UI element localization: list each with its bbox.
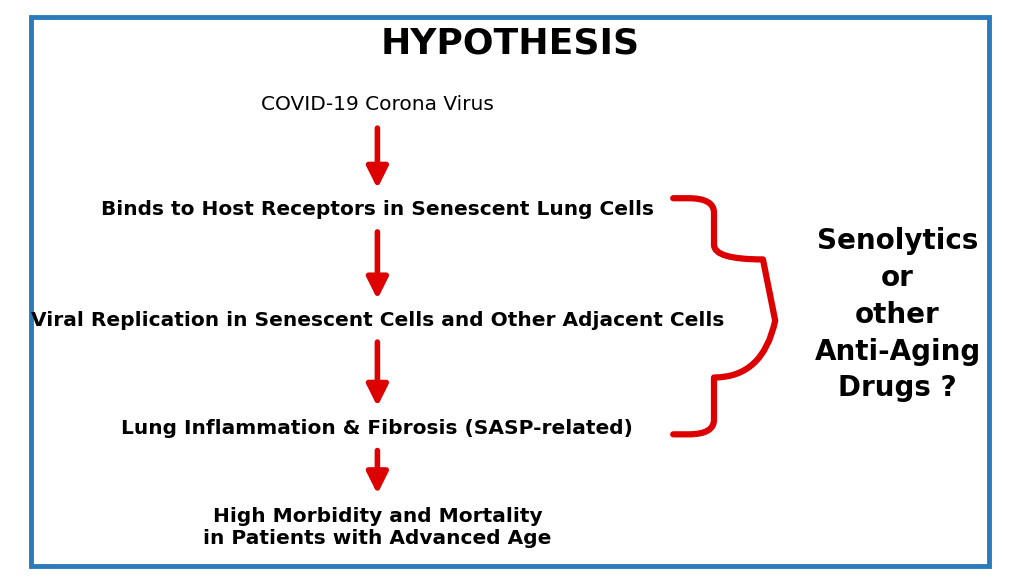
Text: Lung Inflammation & Fibrosis (SASP-related): Lung Inflammation & Fibrosis (SASP-relat…: [121, 419, 633, 438]
Text: Binds to Host Receptors in Senescent Lung Cells: Binds to Host Receptors in Senescent Lun…: [101, 201, 653, 219]
Text: Senolytics
or
other
Anti-Aging
Drugs ?: Senolytics or other Anti-Aging Drugs ?: [814, 227, 979, 402]
Text: High Morbidity and Mortality
in Patients with Advanced Age: High Morbidity and Mortality in Patients…: [203, 507, 551, 548]
Text: HYPOTHESIS: HYPOTHESIS: [380, 26, 639, 60]
Text: COVID-19 Corona Virus: COVID-19 Corona Virus: [261, 96, 493, 114]
Text: Viral Replication in Senescent Cells and Other Adjacent Cells: Viral Replication in Senescent Cells and…: [31, 311, 723, 330]
FancyBboxPatch shape: [31, 17, 988, 566]
